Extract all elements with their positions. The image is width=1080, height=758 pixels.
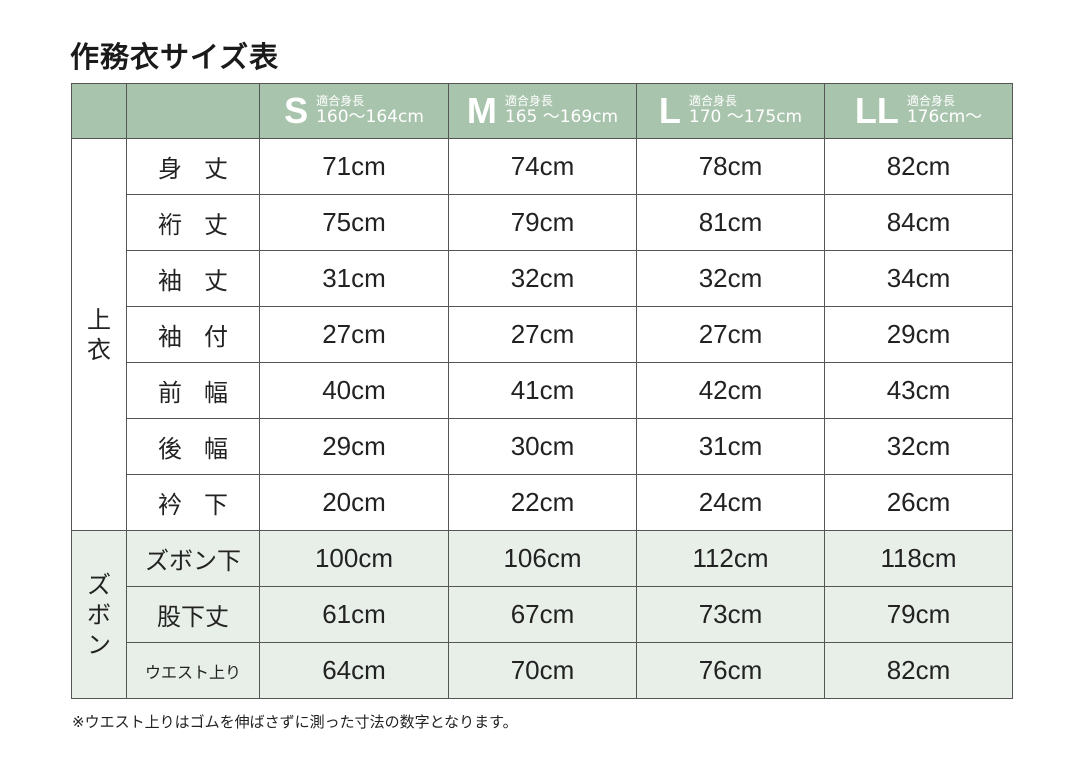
value-cell-s: 20cm [259, 474, 449, 531]
table-row: 前幅 40cm 41cm 42cm 43cm [72, 362, 1013, 419]
row-label: 裄丈 [126, 194, 260, 251]
value-cell-s: 31cm [259, 250, 449, 307]
table-row: 袖付 27cm 27cm 27cm 29cm [72, 306, 1013, 363]
value-cell-m: 106cm [448, 530, 637, 587]
value-cell-m: 30cm [448, 418, 637, 475]
table-row: 後幅 29cm 30cm 31cm 32cm [72, 418, 1013, 475]
value-cell-l: 42cm [636, 362, 825, 419]
header-blank-cell [126, 83, 260, 139]
value-cell-s: 64cm [259, 642, 449, 699]
size-header-ll: LL 適合身長 176cm〜 [824, 83, 1013, 139]
value-cell-m: 67cm [448, 586, 637, 643]
table-row: 股下丈 61cm 67cm 73cm 79cm [72, 586, 1013, 643]
group-top-label: 上衣 [71, 138, 127, 531]
value-cell-l: 81cm [636, 194, 825, 251]
header-blank-cell [71, 83, 127, 139]
table-row: 裄丈 75cm 79cm 81cm 84cm [72, 194, 1013, 251]
fit-height-label: 適合身長 [906, 94, 955, 109]
value-cell-s: 71cm [259, 138, 449, 195]
group-char: ボ [87, 600, 111, 629]
row-label: 股下丈 [126, 586, 260, 643]
size-name: L [658, 90, 681, 131]
value-cell-m: 79cm [448, 194, 637, 251]
value-cell-ll: 32cm [824, 418, 1013, 475]
size-header-s: S 適合身長 160〜164cm [259, 83, 449, 139]
fit-height-range: 170 〜175cm [688, 107, 803, 128]
size-table: S 適合身長 160〜164cm M 適合身長 165 〜169cm L 適合身長 170 〜1… [71, 83, 1013, 699]
value-cell-m: 41cm [448, 362, 637, 419]
value-cell-l: 112cm [636, 530, 825, 587]
value-cell-ll: 82cm [824, 642, 1013, 699]
value-cell-l: 24cm [636, 474, 825, 531]
value-cell-ll: 34cm [824, 250, 1013, 307]
group-char: ン [87, 630, 111, 659]
value-cell-m: 27cm [448, 306, 637, 363]
fit-height-label: 適合身長 [504, 94, 553, 109]
value-cell-ll: 26cm [824, 474, 1013, 531]
value-cell-ll: 82cm [824, 138, 1013, 195]
value-cell-m: 70cm [448, 642, 637, 699]
value-cell-l: 78cm [636, 138, 825, 195]
size-name: M [466, 90, 497, 131]
page-title: 作務衣サイズ表 [70, 40, 280, 74]
row-label: ウエスト上り [126, 642, 260, 699]
value-cell-l: 76cm [636, 642, 825, 699]
value-cell-ll: 79cm [824, 586, 1013, 643]
value-cell-ll: 29cm [824, 306, 1013, 363]
size-header-l: L 適合身長 170 〜175cm [636, 83, 825, 139]
table-row: ウエスト上り 64cm 70cm 76cm 82cm [72, 642, 1013, 699]
value-cell-s: 61cm [259, 586, 449, 643]
table-row: ズボンズボン下 100cm 106cm 112cm 118cm [71, 530, 1013, 699]
row-label: 身丈 [126, 138, 260, 195]
value-cell-l: 31cm [636, 418, 825, 475]
value-cell-s: 27cm [259, 306, 449, 363]
value-cell-s: 40cm [259, 362, 449, 419]
value-cell-l: 32cm [636, 250, 825, 307]
group-char: ズ [87, 570, 111, 599]
fit-height-label: 適合身長 [316, 94, 365, 109]
table-row: 衿下 20cm 22cm 24cm 26cm [72, 474, 1013, 531]
row-label: ズボン下 [126, 530, 260, 587]
value-cell-ll: 43cm [824, 362, 1013, 419]
value-cell-l: 27cm [636, 306, 825, 363]
size-name: LL [854, 90, 899, 131]
row-label: 前幅 [126, 362, 260, 419]
header-row: S 適合身長 160〜164cm M 適合身長 165 〜169cm L 適合身長 170 〜1… [71, 83, 1013, 139]
group-pants-label: ズボン [71, 530, 127, 699]
value-cell-ll: 84cm [824, 194, 1013, 251]
size-header-m: M 適合身長 165 〜169cm [448, 83, 637, 139]
value-cell-m: 74cm [448, 138, 637, 195]
table-row: 袖丈 31cm 32cm 32cm 34cm [72, 250, 1013, 307]
fit-height-range: 176cm〜 [906, 107, 983, 128]
fit-height-range: 165 〜169cm [504, 107, 619, 128]
value-cell-s: 75cm [259, 194, 449, 251]
value-cell-m: 22cm [448, 474, 637, 531]
group-char: 衣 [87, 335, 111, 364]
row-label: 後幅 [126, 418, 260, 475]
row-label: 衿下 [126, 474, 260, 531]
table-row: 上衣身丈 71cm 74cm 78cm 82cm [71, 138, 1013, 531]
value-cell-s: 100cm [259, 530, 449, 587]
fit-height-label: 適合身長 [688, 94, 737, 109]
fit-height-range: 160〜164cm [316, 107, 424, 128]
value-cell-l: 73cm [636, 586, 825, 643]
group-char: 上 [87, 305, 111, 334]
value-cell-ll: 118cm [824, 530, 1013, 587]
row-label: 袖丈 [126, 250, 260, 307]
row-label: 袖付 [126, 306, 260, 363]
size-name: S [284, 90, 309, 131]
value-cell-s: 29cm [259, 418, 449, 475]
footnote: ※ウエスト上りはゴムを伸ばさずに測った寸法の数字となります。 [72, 713, 518, 731]
value-cell-m: 32cm [448, 250, 637, 307]
